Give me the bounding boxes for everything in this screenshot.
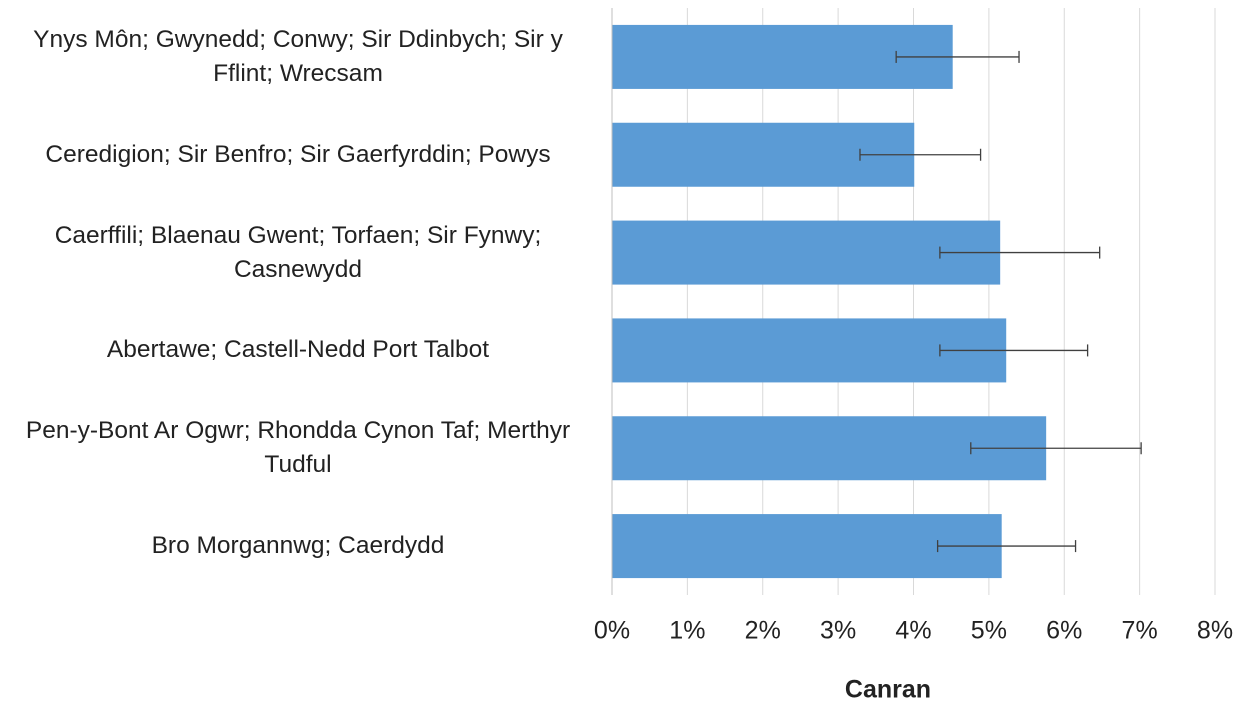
y-tick-label: Ceredigion; Sir Benfro; Sir Gaerfyrddin;…	[45, 140, 551, 168]
x-tick-label: 4%	[895, 617, 931, 645]
y-tick-label: Abertawe; Castell-Nedd Port Talbot	[106, 336, 490, 364]
y-tick-label: Ynys Môn; Gwynedd; Conwy; Sir Ddinbych; …	[33, 25, 563, 87]
x-axis-title: Canran	[845, 676, 931, 704]
x-tick-label: 5%	[971, 617, 1007, 645]
x-tick-label: 3%	[820, 617, 856, 645]
y-tick-label: Bro Morgannwg; Caerdydd	[151, 532, 445, 560]
x-tick-label: 8%	[1197, 617, 1233, 645]
bar	[612, 514, 1002, 579]
x-tick-label: 0%	[594, 617, 630, 645]
y-tick-label: Pen-y-Bont Ar Ogwr; Rhondda Cynon Taf; M…	[25, 417, 571, 479]
x-tick-label: 6%	[1046, 617, 1082, 645]
x-tick-label: 7%	[1122, 617, 1158, 645]
y-tick-label: Caerffili; Blaenau Gwent; Torfaen; Sir F…	[54, 221, 542, 283]
x-tick-label: 1%	[669, 617, 705, 645]
x-tick-label: 2%	[745, 617, 781, 645]
bar	[612, 220, 1001, 285]
